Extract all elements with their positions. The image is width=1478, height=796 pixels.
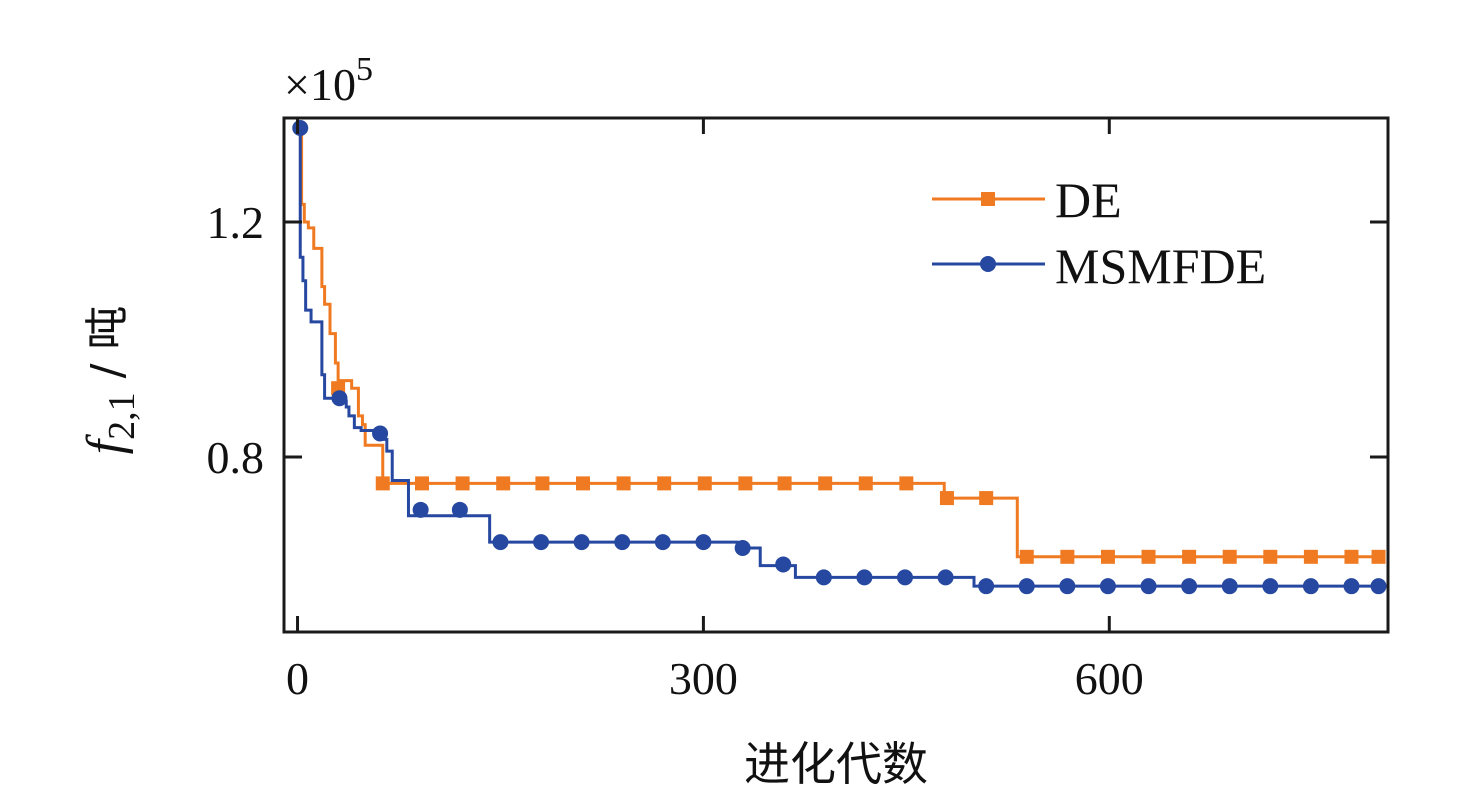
data-point-de <box>979 491 994 506</box>
data-point-de <box>415 476 429 491</box>
y-label-unit: / 吨 <box>82 306 133 393</box>
data-point-msmfde <box>451 501 468 518</box>
data-point-msmfde <box>1370 578 1387 595</box>
data-point-de <box>1303 549 1318 564</box>
data-point-msmfde <box>372 425 389 442</box>
data-point-msmfde <box>292 119 309 136</box>
data-point-de <box>1141 549 1156 564</box>
data-point-de <box>576 476 590 491</box>
data-point-msmfde <box>695 534 712 551</box>
data-point-msmfde <box>533 534 550 551</box>
data-point-de <box>939 491 954 506</box>
y-label-sub: 2,1 <box>101 392 143 440</box>
series-layer <box>292 119 1387 595</box>
data-point-msmfde <box>492 534 509 551</box>
data-point-msmfde <box>1343 578 1360 595</box>
data-point-de <box>1182 549 1197 564</box>
x-axis-label: 进化代数 <box>744 737 928 791</box>
series-line-de <box>297 126 1380 559</box>
y-multiplier-exp: 5 <box>356 51 373 88</box>
data-point-msmfde <box>1181 578 1198 595</box>
data-point-de <box>616 476 631 491</box>
legend-label-msmfde: MSMFDE <box>1055 238 1266 294</box>
legend-label-de: DE <box>1055 172 1122 228</box>
data-point-de <box>1100 549 1115 564</box>
data-point-de <box>858 476 873 491</box>
data-point-de <box>1019 549 1034 564</box>
y-multiplier-base: ×10 <box>284 59 356 110</box>
data-point-msmfde <box>734 539 751 556</box>
data-point-de <box>1222 549 1237 564</box>
data-point-msmfde <box>654 534 671 551</box>
data-point-msmfde <box>614 534 631 551</box>
data-point-de <box>1060 549 1075 564</box>
y-axis-label: f2,1 / 吨 <box>77 306 143 455</box>
data-point-msmfde <box>937 569 954 586</box>
data-point-de <box>535 476 550 491</box>
data-point-de <box>899 476 914 491</box>
data-point-msmfde <box>1099 578 1116 595</box>
data-point-msmfde <box>1140 578 1157 595</box>
data-point-msmfde <box>1262 578 1279 595</box>
data-point-de <box>1344 549 1359 564</box>
legend-marker-msmfde <box>980 256 996 272</box>
data-point-msmfde <box>573 534 590 551</box>
x-tick-label: 300 <box>669 653 738 704</box>
data-point-msmfde <box>815 569 832 586</box>
data-point-msmfde <box>775 556 792 573</box>
data-point-de <box>496 476 511 491</box>
data-point-msmfde <box>331 390 348 407</box>
x-tick-label: 0 <box>286 653 309 704</box>
data-point-de <box>455 476 470 491</box>
data-point-de <box>1371 549 1386 564</box>
data-point-msmfde <box>856 569 873 586</box>
plot-frame <box>282 116 1390 634</box>
data-point-de <box>818 476 833 491</box>
y-tick-label: 0.8 <box>207 432 265 483</box>
data-point-msmfde <box>412 501 429 518</box>
data-point-de <box>657 476 672 491</box>
legend-marker-de <box>981 192 995 206</box>
y-tick-label: 1.2 <box>207 197 265 248</box>
data-point-de <box>697 476 712 491</box>
data-point-msmfde <box>1059 578 1076 595</box>
data-point-msmfde <box>978 578 995 595</box>
data-point-de <box>375 476 390 491</box>
data-point-msmfde <box>1221 578 1238 595</box>
y-multiplier: ×105 <box>284 51 373 110</box>
data-point-msmfde <box>1302 578 1319 595</box>
data-point-de <box>738 476 753 491</box>
data-point-de <box>1263 549 1278 564</box>
data-point-msmfde <box>1018 578 1035 595</box>
data-point-msmfde <box>897 569 913 586</box>
data-point-de <box>777 476 792 491</box>
y-axis-label-group: f2,1 / 吨 <box>77 306 143 455</box>
x-tick-label: 600 <box>1075 653 1144 704</box>
ticks-layer: 0 300 600 0.8 1.2 <box>207 118 1388 704</box>
legend: DE MSMFDE <box>932 172 1266 294</box>
